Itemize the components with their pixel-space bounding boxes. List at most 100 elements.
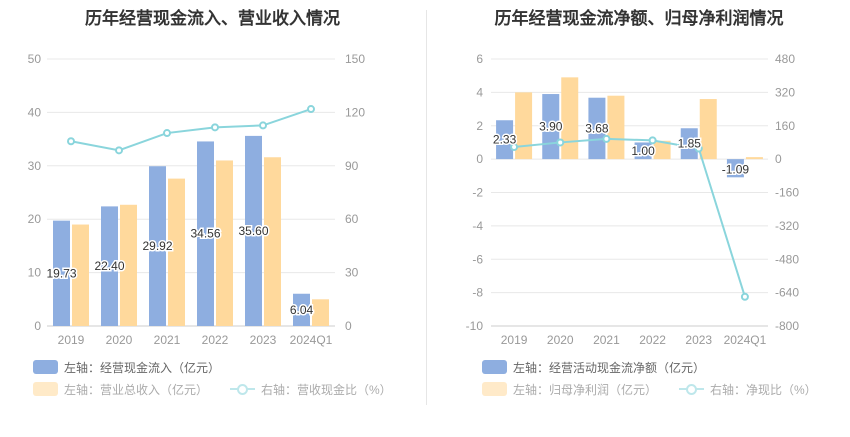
legend-label: 右轴：营收现金比（%） <box>261 382 392 397</box>
legend-line-swatch <box>230 382 256 396</box>
legend-item[interactable]: 右轴：净现比（%） <box>679 381 817 398</box>
y-tick-label-right: -320 <box>775 219 799 233</box>
bar <box>699 99 717 160</box>
y-tick-label-left: -8 <box>472 286 483 300</box>
legend-item[interactable]: 左轴：经营现金流入（亿元） <box>33 359 220 376</box>
x-tick-label: 2020 <box>547 333 574 347</box>
bar <box>72 224 89 326</box>
legend-item[interactable]: 左轴：归母净利润（亿元） <box>482 381 657 398</box>
y-tick-label-right: 0 <box>345 319 352 333</box>
chart-plot: 0 10 20 30 40 50 0 30 60 90 120 150 2019 2020 2021 2022… <box>28 52 366 347</box>
data-label: -1.09 <box>722 162 750 176</box>
data-label: 3.68 <box>585 121 609 135</box>
y-tick-label-right: 60 <box>345 212 359 226</box>
data-label: 19.73 <box>46 266 76 280</box>
bar <box>607 95 625 160</box>
y-tick-label-left: 0 <box>34 319 41 333</box>
chart-panel-right: 历年经营现金流净额、归母净利润情况 -10 -8 -6 -4 -2 0 2 4 6 -800 -64… <box>428 0 850 437</box>
data-label: 1.85 <box>678 137 702 151</box>
y-tick-label-right: -640 <box>775 286 799 300</box>
legend-swatch <box>33 382 58 396</box>
bar <box>726 159 744 178</box>
legend-label: 左轴：经营现金流入（亿元） <box>64 360 221 375</box>
line-point <box>211 123 219 132</box>
y-tick-label-left: 10 <box>28 266 42 280</box>
y-tick-label-right: -800 <box>775 319 799 333</box>
legend-label: 右轴：净现比（%） <box>710 382 817 397</box>
chart-panel-left: 历年经营现金流入、营业收入情况 0 10 20 30 40 50 0 30 60 90 120 150… <box>28 9 392 398</box>
bar <box>680 128 698 160</box>
bar <box>496 120 514 160</box>
bar <box>120 204 137 326</box>
series-line <box>513 137 746 298</box>
y-tick-label-left: 30 <box>28 159 42 173</box>
x-tick-label: 2020 <box>106 333 133 347</box>
legend-item[interactable]: 左轴：经营活动现金流净额（亿元） <box>482 359 705 376</box>
y-tick-label-right: 150 <box>345 52 365 66</box>
chart-title: 历年经营现金流入、营业收入情况 <box>85 9 340 28</box>
data-label: 35.60 <box>238 224 268 238</box>
y-tick-label-left: 50 <box>28 52 42 66</box>
bar <box>216 160 233 326</box>
bar <box>197 141 214 326</box>
data-label: 34.56 <box>190 227 220 241</box>
y-tick-label-left: 0 <box>476 152 483 166</box>
legend-item[interactable]: 左轴：营业总收入（亿元） <box>33 381 208 398</box>
legend-swatch <box>482 382 507 396</box>
bar <box>515 92 533 160</box>
data-label: 3.90 <box>539 120 563 134</box>
bar <box>634 142 652 160</box>
y-tick-label-right: 0 <box>775 152 782 166</box>
line-point <box>556 138 565 147</box>
y-tick-label-left: -10 <box>466 319 484 333</box>
chart-title: 历年经营现金流净额、归母净利润情况 <box>494 9 784 28</box>
bar <box>561 77 579 160</box>
y-tick-label-right: 120 <box>345 105 365 119</box>
series-line <box>70 108 312 152</box>
line-point <box>163 129 171 138</box>
y-tick-label-right: -160 <box>775 186 799 200</box>
x-tick-label: 2019 <box>58 333 85 347</box>
legend-label: 左轴：经营活动现金流净额（亿元） <box>513 360 706 375</box>
x-tick-label: 2023 <box>685 333 712 347</box>
x-tick-label: 2022 <box>639 333 666 347</box>
bar <box>101 206 118 326</box>
y-tick-label-left: 4 <box>476 85 483 99</box>
chart-legend: 左轴：经营活动现金流净额（亿元） 左轴：归母净利润（亿元） 右轴：净现比（%） <box>482 356 839 400</box>
bar <box>745 157 763 160</box>
line-point <box>115 146 123 155</box>
bar <box>653 140 671 160</box>
legend-swatch <box>482 360 507 374</box>
bar <box>245 135 262 326</box>
bar <box>149 166 166 326</box>
data-label: 2.33 <box>493 133 517 147</box>
line-point <box>510 143 519 152</box>
line-point <box>259 121 267 130</box>
bar <box>293 293 310 326</box>
data-label: 6.04 <box>290 303 314 317</box>
data-label: 29.92 <box>142 239 172 253</box>
y-tick-label-left: 6 <box>476 52 483 66</box>
y-tick-label-right: 480 <box>775 52 795 66</box>
line-point <box>694 144 703 153</box>
bar <box>312 299 329 326</box>
legend-item[interactable]: 右轴：营收现金比（%） <box>230 381 392 398</box>
x-tick-label: 2022 <box>202 333 229 347</box>
x-tick-label: 2024Q1 <box>724 333 767 347</box>
panel-divider <box>426 10 427 405</box>
legend-label: 左轴：归母净利润（亿元） <box>513 382 658 397</box>
y-tick-label-right: -480 <box>775 252 799 266</box>
y-tick-label-right: 30 <box>345 266 359 280</box>
data-label: 1.00 <box>631 144 655 158</box>
x-tick-label: 2024Q1 <box>290 333 333 347</box>
y-tick-label-left: 2 <box>476 119 483 133</box>
x-tick-label: 2023 <box>250 333 277 347</box>
line-point <box>307 105 315 114</box>
y-tick-label-left: -6 <box>472 252 483 266</box>
line-point <box>602 134 611 143</box>
y-tick-label-left: 20 <box>28 212 42 226</box>
data-label: 22.40 <box>94 259 124 273</box>
y-tick-label-right: 320 <box>775 85 795 99</box>
bar <box>168 178 185 326</box>
legend-line-swatch <box>679 382 705 396</box>
